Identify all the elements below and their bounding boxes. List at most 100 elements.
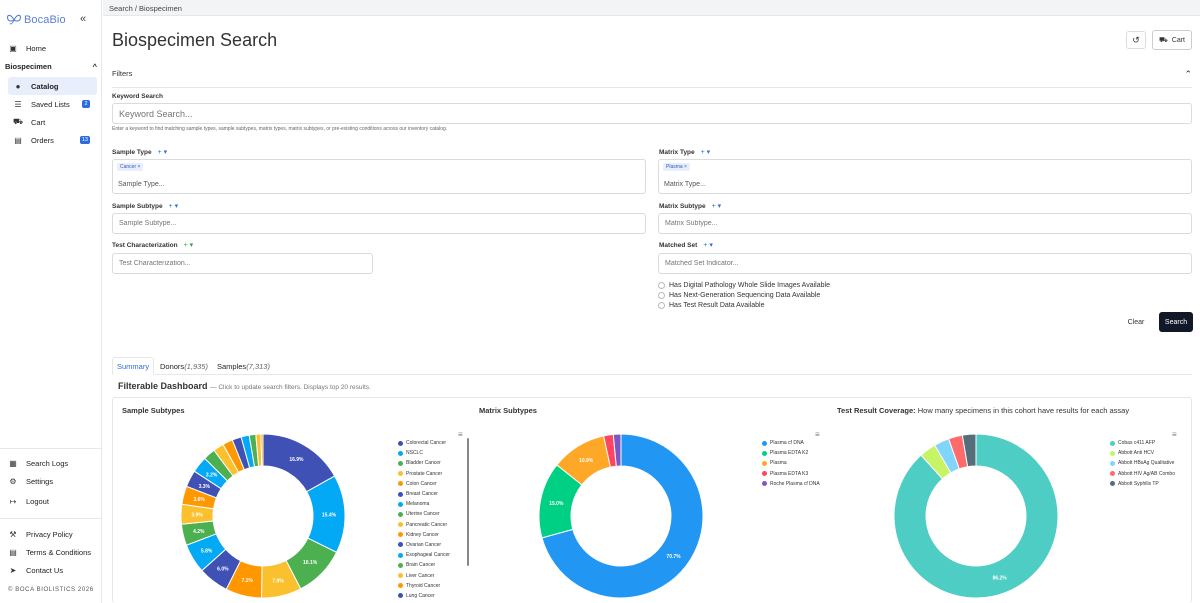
donut-data-label: 86.2% [993, 576, 1008, 582]
legend-item[interactable]: Uterine Cancer [398, 509, 450, 519]
add-matrix-subtype-button[interactable]: + ▾ [711, 203, 722, 210]
chart-menu-icon[interactable]: ≡ [458, 430, 463, 439]
legend-item[interactable]: Cobas c411 AFP [1110, 438, 1175, 448]
brand-logo[interactable]: BocaBio [6, 12, 66, 28]
donut-data-label: 6.0% [217, 566, 229, 572]
sidebar-item-catalog[interactable]: ● Catalog [8, 77, 97, 95]
sidebar-item-contact[interactable]: ➤ Contact Us [0, 561, 102, 579]
sample-type-chip[interactable]: Cancer × [117, 163, 144, 171]
filters-header[interactable]: Filters ⌃ [112, 69, 1192, 88]
sidebar-item-logout[interactable]: ↦ Logout [0, 492, 102, 510]
add-matched-set-button[interactable]: + ▾ [703, 242, 713, 249]
legend-item[interactable]: Colon Cancer [398, 479, 450, 489]
matched-set-input[interactable] [658, 253, 1192, 274]
legend-item[interactable]: Breast Cancer [398, 489, 450, 499]
donut-slice-cobas-c411-afp[interactable] [893, 433, 1059, 599]
add-sample-type-button[interactable]: + ▾ [157, 149, 168, 156]
sidebar-item-terms[interactable]: ▤ Terms & Conditions [0, 543, 102, 561]
breadcrumb: Search / Biospecimen [103, 0, 1200, 16]
chart-menu-icon[interactable]: ≡ [815, 430, 820, 439]
legend-item[interactable]: Plasma EDTA K2 [762, 448, 820, 458]
tab-samples[interactable]: Samples (7,313) [217, 357, 270, 375]
sample-subtypes-legend: Colorectal Cancer NSCLC Bladder Cancer Pros… [398, 438, 450, 601]
chart-menu-icon[interactable]: ≡ [1172, 430, 1177, 439]
test-characterization-input[interactable] [112, 253, 373, 274]
legend-item[interactable]: Thyroid Cancer [398, 581, 450, 591]
legend-scrollbar[interactable] [467, 438, 469, 566]
legend-item[interactable]: Abbott HBsAg Qualitative [1110, 458, 1175, 468]
cart-button[interactable]: ⛟ Cart [1152, 30, 1192, 50]
sidebar-item-saved-lists[interactable]: ☰ Saved Lists 2 [8, 95, 97, 113]
legend-item[interactable]: Abbott Syphilis TP [1110, 479, 1175, 489]
radio-button[interactable] [658, 302, 665, 309]
donut-data-label: 70.7% [666, 554, 681, 560]
matrix-subtypes-donut[interactable]: 70.7% 15.0% 10.9% [531, 428, 711, 603]
history-button[interactable]: ↺ [1126, 31, 1146, 49]
add-matrix-type-button[interactable]: + ▾ [700, 149, 711, 156]
legend-item[interactable]: Abbott HIV Ag/AB Combo [1110, 469, 1175, 479]
legend-label: Abbott HIV Ag/AB Combo [1118, 470, 1175, 477]
matrix-type-field[interactable]: Plasma × Matrix Type... [658, 159, 1192, 194]
add-test-characterization-button[interactable]: + ▾ [183, 242, 194, 249]
sample-subtype-label: Sample Subtype + ▾ [112, 203, 179, 210]
sidebar-item-home[interactable]: ▣ Home [0, 39, 102, 57]
matrix-type-label: Matrix Type + ▾ [659, 149, 711, 156]
legend-item[interactable]: Brain Cancer [398, 560, 450, 570]
sidebar-item-settings[interactable]: ⚙ Settings [0, 472, 102, 490]
keyword-label: Keyword Search [112, 93, 163, 100]
keyword-search-input[interactable] [112, 103, 1192, 124]
collapse-sidebar-icon[interactable]: « [80, 13, 87, 25]
legend-swatch [398, 501, 403, 507]
legend-item[interactable]: Ovarian Cancer [398, 540, 450, 550]
legend-item[interactable]: Esophageal Cancer [398, 550, 450, 560]
add-sample-subtype-button[interactable]: + ▾ [168, 203, 179, 210]
legend-item[interactable]: Prostate Cancer [398, 469, 450, 479]
sidebar-item-orders[interactable]: ▤ Orders 13 [8, 131, 97, 149]
donut-slice-abbott-syphilis-tp[interactable] [961, 433, 977, 468]
legend-label: Esophageal Cancer [406, 552, 450, 559]
divider [0, 518, 102, 519]
legend-item[interactable]: Plasma EDTA K3 [762, 469, 820, 479]
legend-item[interactable]: Pancreatic Cancer [398, 520, 450, 530]
legend-label: Brain Cancer [406, 562, 436, 569]
legend-item[interactable]: Abbott Anti HCV [1110, 448, 1175, 458]
sidebar-item-privacy-policy[interactable]: ⚒ Privacy Policy [0, 525, 102, 543]
donut-slice-plasma-cf-dna[interactable] [541, 433, 704, 599]
sidebar-item-search-logs[interactable]: ▦ Search Logs [0, 454, 102, 472]
sample-subtypes-donut[interactable]: 16.9% 15.4% 10.1% 7.9% 7.1% 6.0% 5.8% 4.2% 3.9% 3… [173, 428, 353, 603]
sidebar-item-label: Logout [26, 496, 49, 506]
radio-button[interactable] [658, 292, 665, 299]
legend-item[interactable]: Kidney Cancer [398, 530, 450, 540]
radio-ngs-data[interactable]: Has Next-Generation Sequencing Data Avai… [658, 292, 820, 299]
search-button[interactable]: Search [1159, 312, 1193, 332]
legend-item[interactable]: NSCLC [398, 448, 450, 458]
radio-test-result[interactable]: Has Test Result Data Available [658, 302, 764, 309]
clear-button[interactable]: Clear [1127, 318, 1145, 326]
legend-item[interactable]: Bladder Cancer [398, 458, 450, 468]
sidebar-item-cart[interactable]: ⛟ Cart [8, 113, 97, 131]
legend-item[interactable]: Plasma [762, 458, 820, 468]
legend-item[interactable]: Liver Cancer [398, 570, 450, 580]
legend-item[interactable]: Melanoma [398, 499, 450, 509]
donut-data-label: 15.0% [549, 501, 564, 507]
legend-swatch [398, 562, 403, 568]
tab-donors[interactable]: Donors (1,935) [160, 357, 208, 375]
sidebar-section-biospecimen[interactable]: Biospecimen ^ [5, 62, 97, 71]
tab-summary[interactable]: Summary [112, 357, 155, 375]
radio-digital-pathology[interactable]: Has Digital Pathology Whole Slide Images… [658, 282, 830, 289]
donut-slice-other-4[interactable] [260, 433, 264, 467]
home-icon: ▣ [9, 43, 17, 53]
legend-label: Abbott Syphilis TP [1118, 480, 1159, 487]
sample-subtype-input[interactable] [112, 213, 646, 234]
legend-item[interactable]: Plasma cf DNA [762, 438, 820, 448]
legend-item[interactable]: Colorectal Cancer [398, 438, 450, 448]
test-result-donut[interactable]: 86.2% [886, 428, 1066, 603]
matrix-type-chip[interactable]: Plasma × [663, 163, 690, 171]
legend-item[interactable]: Roche Plasma cf DNA [762, 479, 820, 489]
radio-button[interactable] [658, 282, 665, 289]
matrix-subtype-input[interactable] [658, 213, 1192, 234]
sidebar-item-label: Contact Us [26, 565, 64, 575]
sample-type-field[interactable]: Cancer × Sample Type... [112, 159, 646, 194]
legend-item[interactable]: Lung Cancer [398, 591, 450, 601]
donut-slice-roche-plasma-cf-dna[interactable] [612, 433, 622, 467]
